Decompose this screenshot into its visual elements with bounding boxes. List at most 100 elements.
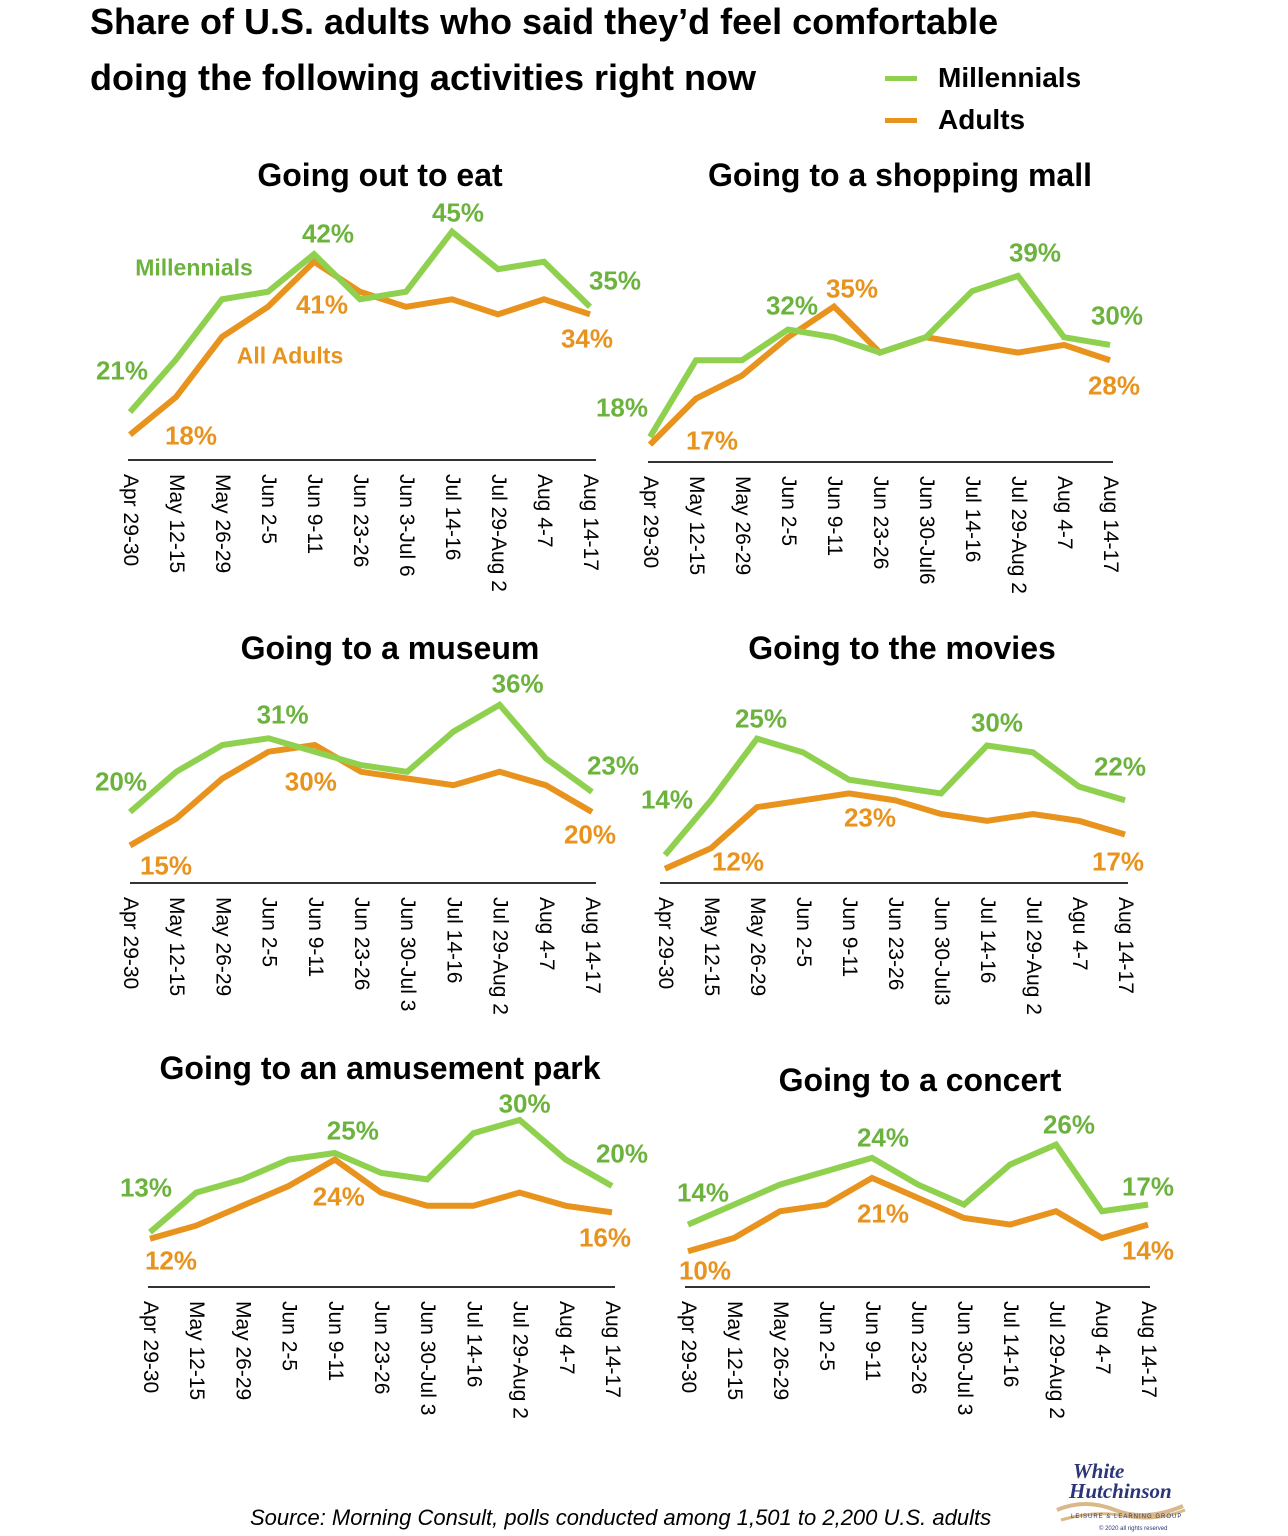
adults-data-label: 20% — [563, 819, 617, 850]
x-tick-label: May 12-15 — [165, 474, 188, 574]
x-tick-label: Jul 14-16 — [441, 474, 464, 561]
x-tick-label: May 12-15 — [165, 897, 189, 997]
x-tick-label: Aug 14-17 — [601, 1301, 624, 1398]
x-tick-label: Jul 29-Aug 2 — [488, 897, 512, 1015]
millennials-data-label: 31% — [256, 699, 309, 730]
svg-text:LEISURE & LEARNING GROUP: LEISURE & LEARNING GROUP — [1071, 1514, 1182, 1520]
millennials-data-label: 20% — [94, 766, 148, 797]
x-tick-label: Jun 9-11 — [838, 897, 861, 978]
millennials-data-label: 30% — [970, 707, 1024, 737]
panel-title: Going to the movies — [748, 630, 1056, 666]
chart-title-line-1: Share of U.S. adults who said they’d fee… — [90, 1, 999, 42]
x-tick-label: Jun 30-Jul 3 — [416, 1301, 440, 1416]
panel-title: Going out to eat — [257, 157, 503, 193]
x-tick-label: Jun 30-Jul6 — [915, 476, 938, 585]
x-tick-label: Aug 14-17 — [1137, 1301, 1160, 1398]
x-tick-label: Aug 4-7 — [1053, 476, 1076, 550]
millennials-data-label: 18% — [595, 392, 649, 423]
x-tick-label: Jun 2-5 — [777, 476, 800, 547]
millennials-data-label: 22% — [1093, 751, 1147, 782]
svg-text:Hutchinson: Hutchinson — [1068, 1479, 1172, 1503]
millennials-data-label: 36% — [491, 668, 544, 699]
series-label-adults: All Adults — [236, 342, 344, 369]
adults-data-label: 24% — [312, 1181, 365, 1212]
x-tick-label: Jun 3-Jul 6 — [395, 474, 418, 577]
x-tick-label: Jul 14-16 — [462, 1301, 486, 1388]
legend-label-adults: Adults — [938, 104, 1026, 135]
x-tick-label: Jun 23-26 — [907, 1301, 930, 1395]
adults-line — [687, 1174, 1149, 1255]
x-tick-label: Aug 14-17 — [1099, 476, 1122, 573]
adults-line — [149, 1156, 613, 1242]
svg-text:© 2020 all rights reserved: © 2020 all rights reserved — [1099, 1525, 1167, 1532]
millennials-data-label: 25% — [326, 1115, 379, 1146]
svg-text:White: White — [1073, 1459, 1124, 1483]
millennials-data-label: 42% — [301, 218, 355, 249]
x-tick-label: May 26-29 — [769, 1301, 792, 1401]
x-tick-label: Jul 29-Aug 2 — [1022, 897, 1045, 1015]
x-tick-label: Jun 2-5 — [257, 897, 281, 968]
x-tick-label: Aug 4-7 — [534, 897, 558, 971]
adults-data-label: 10% — [678, 1255, 732, 1286]
x-tick-label: Apr 29-30 — [639, 476, 662, 569]
adults-data-label: 23% — [843, 802, 897, 833]
millennials-data-label: 20% — [595, 1138, 649, 1169]
millennials-data-label: 26% — [1042, 1109, 1096, 1140]
millennials-line — [127, 227, 593, 415]
adults-data-label: 28% — [1087, 370, 1141, 401]
x-tick-label: Apr 29-30 — [654, 897, 677, 990]
x-tick-label: Apr 29-30 — [677, 1301, 700, 1394]
millennials-data-label: 14% — [640, 784, 694, 815]
adults-data-label: 12% — [144, 1245, 198, 1276]
panel-title: Going to an amusement park — [159, 1050, 601, 1086]
x-tick-label: Apr 29-30 — [139, 1301, 162, 1394]
x-tick-label: Jun 23-26 — [349, 474, 372, 568]
x-tick-label: May 26-29 — [231, 1301, 255, 1401]
x-tick-label: Jun 2-5 — [257, 474, 280, 545]
x-tick-label: Jun 30-Jul 3 — [953, 1301, 976, 1416]
x-tick-label: Jun 9-11 — [303, 474, 326, 555]
adults-data-label: 41% — [295, 289, 349, 320]
millennials-line — [647, 272, 1111, 439]
x-tick-label: Jul 14-16 — [999, 1301, 1022, 1388]
legend-label-millennials: Millennials — [938, 62, 1082, 93]
adults-data-label: 30% — [284, 766, 337, 797]
x-tick-label: Jun 9-11 — [323, 1301, 347, 1382]
x-tick-label: Jun 23-26 — [370, 1301, 393, 1395]
x-tick-label: Aug 14-17 — [581, 897, 604, 994]
x-tick-label: Jun 9-11 — [861, 1301, 884, 1382]
x-tick-label: Jun 23-26 — [884, 897, 907, 991]
x-tick-label: May 12-15 — [700, 897, 723, 997]
millennials-data-label: 14% — [676, 1177, 730, 1208]
millennials-data-label: 24% — [856, 1122, 910, 1153]
x-tick-label: Jun 23-26 — [869, 476, 892, 570]
x-tick-label: Jun 2-5 — [815, 1301, 838, 1372]
x-tick-label: Aug 14-17 — [579, 474, 602, 571]
millennials-data-label: 32% — [765, 290, 819, 321]
legend-swatch-adults — [885, 118, 917, 123]
adults-data-label: 15% — [139, 850, 193, 880]
adults-data-label: 21% — [856, 1198, 910, 1229]
white-hutchinson-logo: White Hutchinson LEISURE & LEARNING GROU… — [1056, 1459, 1186, 1532]
x-tick-label: May 26-29 — [211, 897, 235, 997]
legend-swatch-millennials — [885, 76, 917, 81]
x-tick-label: Jul 29-Aug 2 — [508, 1301, 532, 1419]
source-note: Source: Morning Consult, polls conducted… — [250, 1505, 992, 1530]
x-tick-label: Jun 9-11 — [823, 476, 846, 557]
x-tick-label: Jul 14-16 — [961, 476, 984, 563]
x-tick-label: Jun 2-5 — [792, 897, 815, 968]
chart-title-line-2: doing the following activities right now — [90, 57, 756, 98]
millennials-data-label: 23% — [586, 750, 640, 781]
millennials-data-label: 35% — [588, 265, 642, 296]
millennials-line — [662, 735, 1126, 858]
millennials-data-label: 17% — [1121, 1171, 1175, 1202]
millennials-line — [128, 700, 594, 815]
x-tick-label: Aug 4-7 — [554, 1301, 578, 1375]
millennials-data-label: 45% — [431, 197, 485, 228]
adults-data-label: 18% — [164, 420, 218, 451]
panel-title: Going to a shopping mall — [708, 157, 1092, 193]
panel-title: Going to a concert — [778, 1062, 1062, 1098]
adults-data-label: 34% — [560, 323, 614, 354]
x-tick-label: Jul 29-Aug 2 — [487, 474, 510, 592]
